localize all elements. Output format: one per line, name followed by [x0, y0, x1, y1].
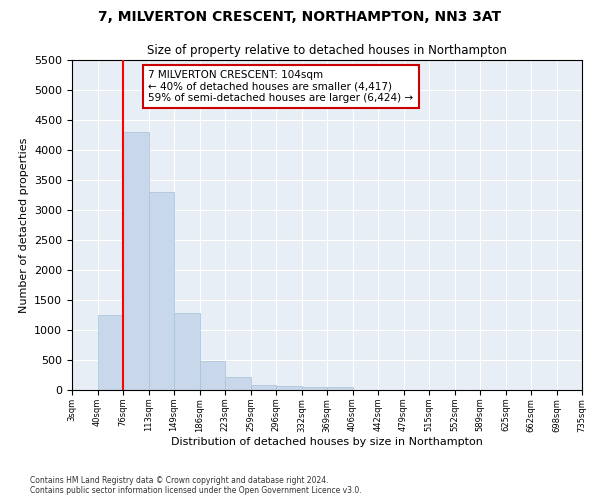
Bar	[97, 315, 123, 390]
Text: Contains HM Land Registry data © Crown copyright and database right 2024.
Contai: Contains HM Land Registry data © Crown c…	[30, 476, 362, 495]
Bar	[327, 387, 353, 390]
Bar	[276, 386, 302, 390]
Y-axis label: Number of detached properties: Number of detached properties	[19, 138, 29, 312]
Bar	[123, 132, 149, 390]
Bar	[302, 386, 327, 390]
Bar	[174, 313, 199, 390]
Bar	[251, 385, 276, 390]
Bar	[199, 361, 225, 390]
X-axis label: Distribution of detached houses by size in Northampton: Distribution of detached houses by size …	[171, 437, 483, 447]
Text: 7 MILVERTON CRESCENT: 104sqm
← 40% of detached houses are smaller (4,417)
59% of: 7 MILVERTON CRESCENT: 104sqm ← 40% of de…	[149, 70, 413, 103]
Bar	[149, 192, 174, 390]
Title: Size of property relative to detached houses in Northampton: Size of property relative to detached ho…	[147, 44, 507, 58]
Bar	[225, 378, 251, 390]
Text: 7, MILVERTON CRESCENT, NORTHAMPTON, NN3 3AT: 7, MILVERTON CRESCENT, NORTHAMPTON, NN3 …	[98, 10, 502, 24]
